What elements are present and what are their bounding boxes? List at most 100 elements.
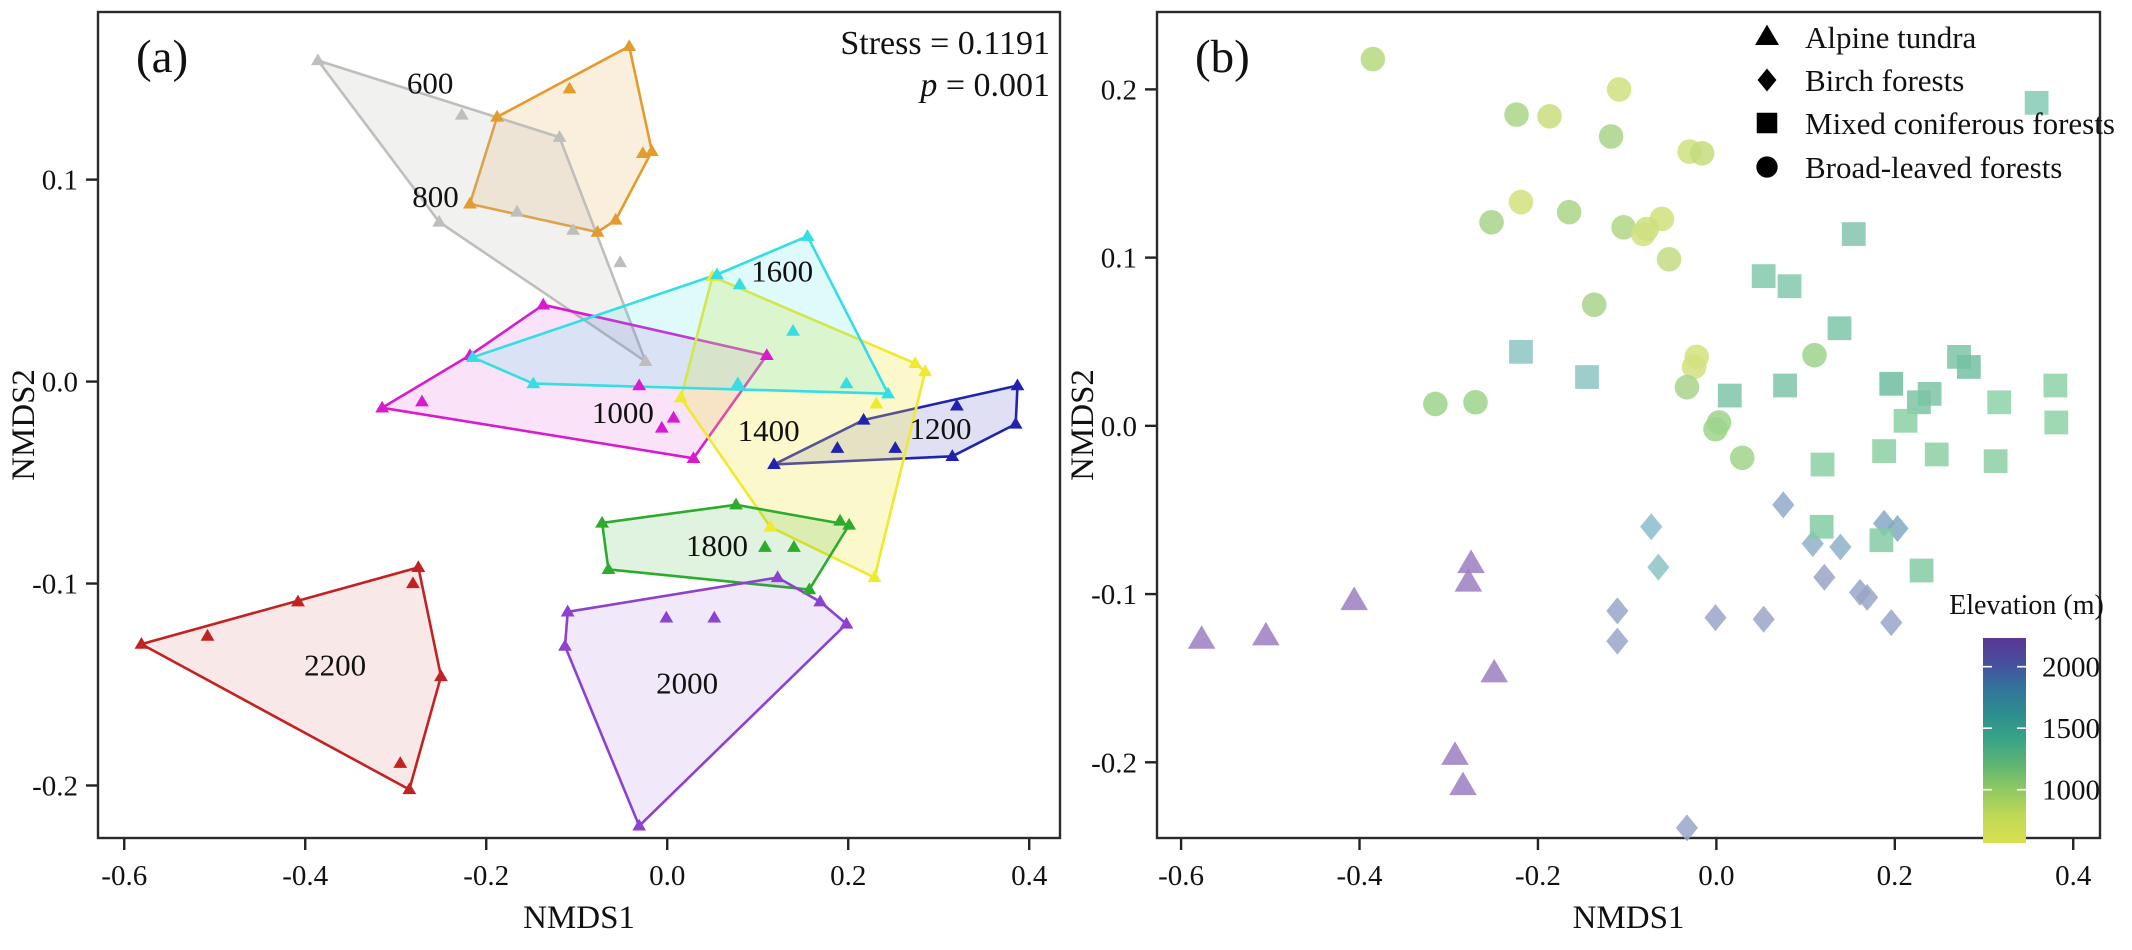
diamond-marker — [1640, 513, 1663, 541]
triangle-marker — [1340, 586, 1368, 611]
circle-marker — [1556, 199, 1582, 225]
panel_a-axes: -0.6 -0.4 -0.2 0.0 0.2 0.4 0.1 0.0 -0.1 -0.2 NMDS1… — [6, 165, 1048, 936]
circle-marker — [1360, 46, 1386, 72]
y-axis-label: NMDS2 — [1070, 369, 1101, 481]
triangle-marker — [918, 364, 933, 377]
triangle-marker — [566, 222, 581, 235]
square-marker — [2024, 90, 2049, 115]
square-marker — [2043, 373, 2068, 398]
x-tick-label: 0.4 — [2055, 860, 2092, 892]
square-marker — [1827, 316, 1852, 341]
y-tick-label: 0.2 — [1101, 74, 1137, 106]
diamond-marker — [1606, 597, 1629, 625]
circle-marker — [1581, 292, 1607, 318]
circle-marker — [1729, 445, 1755, 471]
hull-label-1600: 1600 — [751, 254, 813, 289]
triangle-marker — [732, 277, 747, 290]
triangle-marker — [291, 594, 305, 607]
legend-label: Broad-leaved forests — [1805, 150, 2062, 185]
points-800 — [311, 53, 653, 367]
series-triangle — [1187, 549, 1509, 796]
square-marker — [1879, 371, 1904, 396]
x-tick-label: 0.0 — [1698, 860, 1734, 892]
triangle-marker — [601, 562, 616, 575]
square-marker — [1872, 439, 1896, 463]
legend-label: Alpine tundra — [1805, 20, 1977, 55]
square-marker — [1909, 558, 1934, 583]
triangle-marker — [758, 540, 772, 552]
square-marker — [1841, 222, 1866, 246]
x-axis-label: NMDS1 — [523, 900, 635, 936]
hull-label-1000: 1000 — [592, 395, 654, 430]
triangle-marker — [839, 376, 854, 389]
panel-b-chart: -0.6 -0.4 -0.2 0.0 0.2 0.4 0.2 0.1 0.0 -0.1 -0.2 NM… — [1070, 10, 2115, 936]
x-tick-label: -0.2 — [463, 860, 509, 892]
panel-letter: (b) — [1195, 31, 1250, 83]
x-tick-label: -0.4 — [282, 860, 328, 892]
y-tick-label: 0.1 — [1101, 243, 1137, 275]
elevation-points — [134, 39, 1025, 831]
triangle-marker — [134, 636, 149, 649]
circle-marker — [1681, 354, 1707, 380]
triangle-marker — [710, 267, 724, 280]
triangle-marker — [867, 570, 882, 583]
triangle-marker — [432, 214, 447, 227]
triangle-marker — [787, 540, 801, 552]
y-tick-label: 0.0 — [1101, 411, 1137, 443]
square-marker — [1869, 528, 1894, 553]
square-marker — [1773, 373, 1797, 398]
y-tick-label: -0.2 — [32, 770, 78, 802]
triangle-marker — [490, 109, 504, 122]
triangle-marker — [813, 594, 828, 607]
triangle-marker — [839, 616, 854, 629]
diamond-marker — [1606, 627, 1629, 655]
y-tick-label: 0.1 — [42, 165, 78, 197]
legend-label: Birch forests — [1805, 63, 1964, 98]
square-marker — [1575, 365, 1599, 389]
triangle-marker — [1008, 416, 1023, 429]
square-marker — [1751, 264, 1776, 289]
triangle-marker — [1187, 625, 1216, 649]
y-tick-label: -0.2 — [1091, 747, 1137, 779]
triangle-marker — [1449, 771, 1477, 796]
panel-a-chart: -0.6 -0.4 -0.2 0.0 0.2 0.4 0.1 0.0 -0.1 -0.2 NMDS1… — [6, 10, 1062, 936]
x-tick-label: -0.2 — [1515, 860, 1561, 892]
circle-marker — [1423, 391, 1448, 417]
triangle-marker — [833, 513, 847, 526]
triangle-marker — [510, 204, 524, 217]
triangle-marker — [659, 610, 674, 623]
points-600 — [463, 39, 659, 237]
square-marker — [1983, 449, 2008, 474]
hull-1800 — [600, 503, 851, 591]
panel_b-axes: -0.6 -0.4 -0.2 0.0 0.2 0.4 0.2 0.1 0.0 -0.1 -0.2 NM… — [1070, 74, 2092, 936]
triangle-marker — [465, 350, 480, 362]
x-tick-label: -0.6 — [1158, 860, 1204, 892]
series-diamond — [1606, 491, 1909, 842]
square-marker — [1987, 390, 2012, 415]
triangle-marker — [402, 782, 417, 795]
circle-marker — [1634, 216, 1660, 242]
points-1800 — [595, 497, 857, 595]
triangle-marker — [552, 130, 567, 142]
triangle-marker — [730, 376, 745, 389]
vegetation-points — [1187, 46, 2069, 842]
circle-marker — [1463, 389, 1488, 415]
square-marker — [1809, 514, 1834, 539]
hull-label-2200: 2200 — [304, 647, 366, 682]
colorbar-tick-label: 1000 — [2042, 775, 2100, 807]
x-tick-label: 0.2 — [830, 860, 866, 892]
legend-label: Mixed coniferous forests — [1805, 106, 2115, 141]
square-marker — [1810, 452, 1835, 477]
triangle-marker — [1441, 741, 1469, 765]
hull-label-1200: 1200 — [910, 411, 972, 446]
triangle-marker — [558, 639, 572, 651]
triangle-marker — [770, 570, 785, 583]
triangle-marker — [830, 441, 845, 453]
square-marker — [1756, 112, 1778, 134]
triangle-marker — [666, 410, 681, 423]
triangle-marker — [1457, 549, 1485, 574]
triangle-marker — [411, 560, 426, 573]
triangle-marker — [654, 420, 669, 433]
colorbar-title: Elevation (m) — [1949, 590, 2104, 621]
series-square — [1509, 90, 2069, 583]
